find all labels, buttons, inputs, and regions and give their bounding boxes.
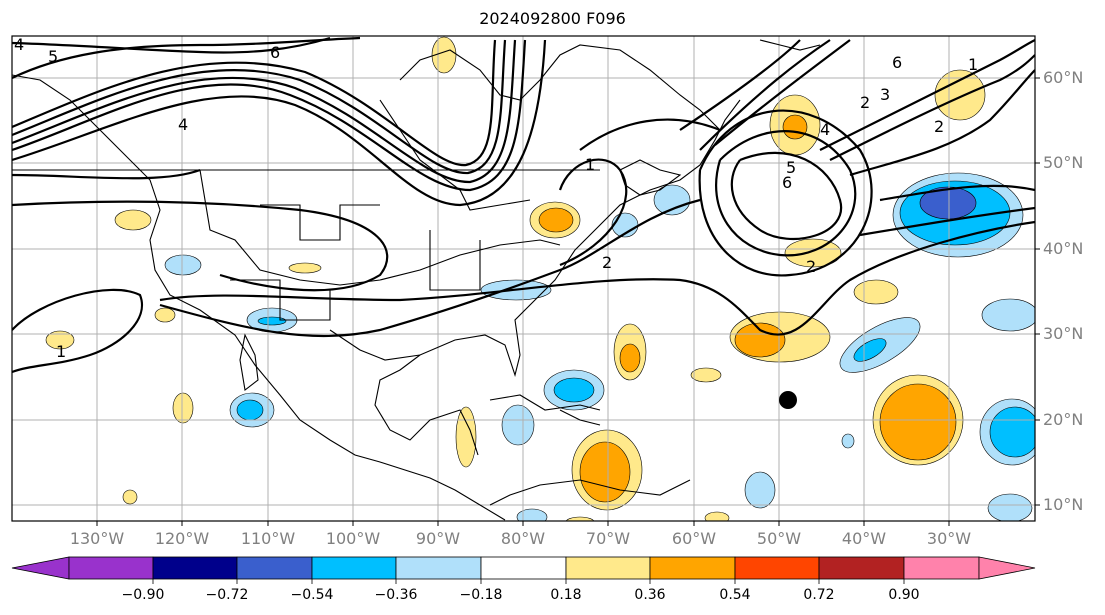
- colorbar-label: 0.36: [634, 587, 666, 603]
- colorbar-label: −0.54: [290, 587, 334, 603]
- colorbar-segment: [152, 556, 238, 580]
- latitude-label: 40°N: [1043, 239, 1084, 258]
- contour-label: 4: [178, 115, 188, 134]
- storm-position-marker: [779, 391, 797, 409]
- contour-label: 6: [270, 43, 280, 62]
- colorbar-segment: [395, 556, 482, 580]
- colorbar: [11, 556, 1036, 584]
- contour-label: 5: [786, 158, 796, 177]
- contour-label: 2: [806, 257, 816, 276]
- longitude-label: 130°W: [69, 529, 125, 548]
- coastlines: [12, 39, 821, 521]
- map-title: 2024092800 F096: [479, 9, 626, 28]
- latitude-label: 30°N: [1043, 324, 1084, 343]
- longitude-label: 90°W: [415, 529, 461, 548]
- colorbar-label: −0.90: [121, 587, 165, 603]
- colorbar-label: 0.54: [719, 587, 751, 603]
- longitude-label: 100°W: [325, 529, 381, 548]
- contour-labels: 4 5 6 4 1 2 5 6 4 2 3 6 1 2 1 2: [14, 35, 978, 361]
- longitude-label: 110°W: [240, 529, 296, 548]
- colorbar-segment: [311, 556, 397, 580]
- contour-label: 2: [860, 93, 870, 112]
- colorbar-segment: [649, 556, 736, 580]
- contour-label: 6: [782, 173, 792, 192]
- contour-label: 4: [14, 35, 24, 54]
- contour-label: 6: [892, 53, 902, 72]
- colorbar-label: −0.72: [205, 587, 249, 603]
- colorbar-segment: [68, 556, 154, 580]
- contour-label: 5: [48, 47, 58, 66]
- contour-label: 4: [820, 120, 830, 139]
- anomaly-shading: [45, 36, 1035, 521]
- colorbar-segment: [818, 556, 905, 580]
- colorbar-label: −0.18: [459, 587, 503, 603]
- contour-label: 1: [56, 342, 66, 361]
- colorbar-label: 0.90: [888, 587, 920, 603]
- colorbar-segment: [480, 556, 567, 580]
- contour-label: 1: [585, 155, 595, 174]
- colorbar-label: −0.36: [374, 587, 418, 603]
- latitude-label: 50°N: [1043, 153, 1084, 172]
- colorbar-segment: [236, 556, 313, 580]
- latitude-label: 20°N: [1043, 410, 1084, 429]
- colorbar-segment: [11, 556, 70, 580]
- latitude-label: 10°N: [1043, 495, 1084, 514]
- longitude-label: 40°W: [841, 529, 887, 548]
- longitude-label: 50°W: [756, 529, 802, 548]
- contour-label: 2: [934, 117, 944, 136]
- colorbar-label: 0.72: [803, 587, 835, 603]
- longitude-label: 70°W: [585, 529, 631, 548]
- longitude-label: 60°W: [671, 529, 717, 548]
- colorbar-segment: [734, 556, 820, 580]
- colorbar-label: 0.18: [550, 587, 582, 603]
- colorbar-segment: [565, 556, 651, 580]
- longitude-label: 80°W: [500, 529, 546, 548]
- colorbar-segment: [978, 556, 1036, 580]
- contour-label: 2: [602, 253, 612, 272]
- contour-label: 1: [968, 55, 978, 74]
- axis-ticks: [96, 77, 1040, 526]
- longitude-label: 30°W: [926, 529, 972, 548]
- longitude-label: 120°W: [154, 529, 210, 548]
- contour-lines: [12, 36, 1035, 374]
- contour-label: 3: [880, 85, 890, 104]
- colorbar-segment: [903, 556, 980, 580]
- latitude-label: 60°N: [1043, 68, 1084, 87]
